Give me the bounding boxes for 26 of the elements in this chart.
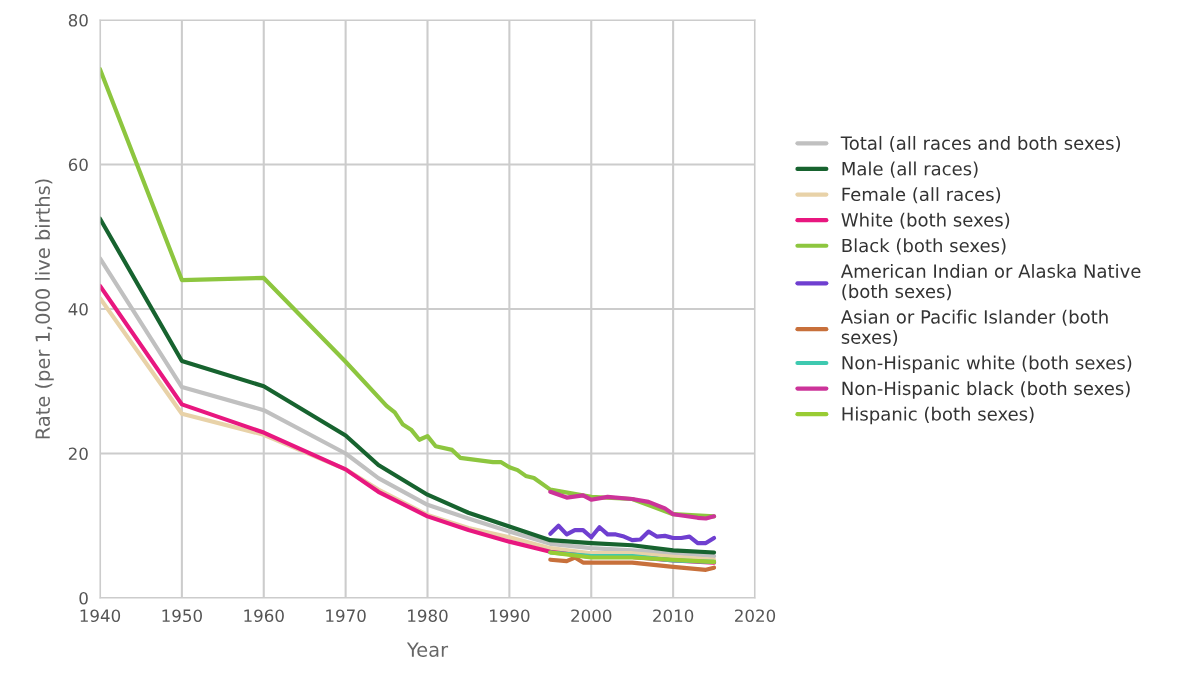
legend-label: Male (all races)	[842, 161, 978, 178]
y-tick-label: 80	[68, 13, 88, 27]
x-axis-title: Year	[406, 642, 449, 657]
x-tick-label: 1960	[244, 609, 284, 623]
y-tick-label: 40	[68, 302, 88, 316]
x-tick-label: 2000	[571, 609, 612, 623]
x-tick-label: 1970	[326, 609, 366, 623]
y-axis-title: Rate (per 1,000 live births)	[34, 179, 54, 439]
legend-label: Total (all races and both sexes)	[840, 135, 1121, 153]
x-tick-label: 1950	[162, 609, 202, 623]
x-tick-label: 2020	[735, 609, 776, 623]
legend-label: Asian or Pacific Islander (both sexes)	[840, 309, 1108, 347]
x-tick-label: 1980	[408, 609, 448, 623]
legend-label: Non-Hispanic white (both sexes)	[842, 355, 1132, 374]
legend-label: White (both sexes)	[841, 212, 1010, 229]
legend-label: Female (all races)	[842, 187, 1001, 204]
x-tick-label: 1990	[490, 609, 530, 623]
legend-label: Hispanic (both sexes)	[842, 406, 1034, 425]
legend-label: Non-Hispanic black (both sexes)	[842, 381, 1130, 399]
y-tick-label: 60	[68, 158, 88, 172]
y-tick-label: 0	[79, 591, 88, 605]
legend-label: Black (both sexes)	[842, 238, 1006, 255]
legend-label: American Indian or Alaska Native (both sexes)	[840, 263, 1141, 301]
y-tick-label: 20	[68, 447, 88, 461]
x-tick-label: 1940	[80, 609, 121, 623]
x-tick-label: 2010	[653, 609, 694, 623]
